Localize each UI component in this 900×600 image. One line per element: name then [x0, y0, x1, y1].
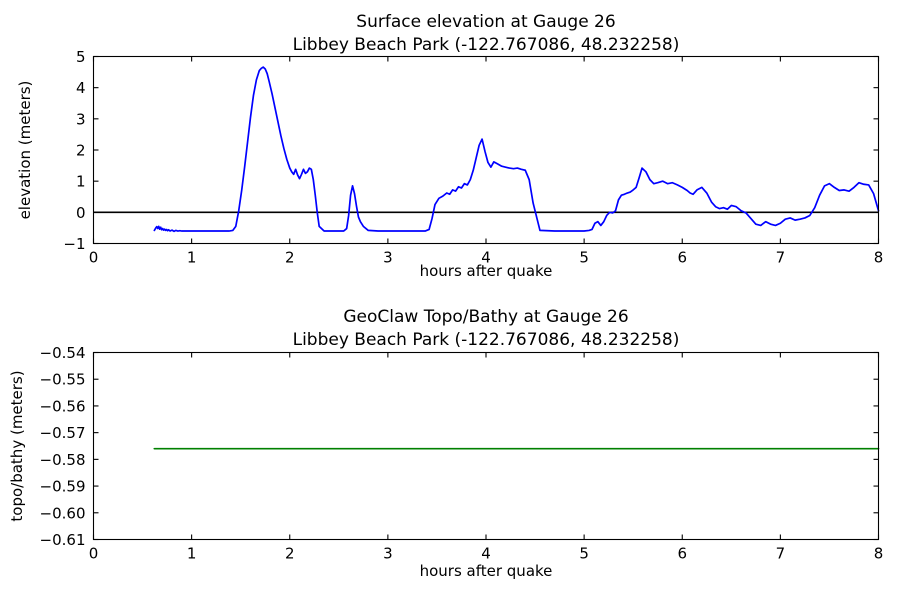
- y-tick-label: −0.60: [40, 504, 86, 522]
- x-tick-label: 6: [677, 545, 687, 563]
- bottom-y-tick-labels: −0.61 −0.60 −0.59 −0.58 −0.57 −0.56 −0.55 −0.54: [40, 344, 86, 549]
- bottom-tick-marks: [94, 353, 879, 540]
- top-tick-marks: [94, 57, 879, 244]
- x-tick-label: 3: [383, 249, 393, 267]
- top-y-axis-label: elevation (meters): [16, 81, 34, 220]
- bottom-x-tick-labels: 0 1 2 3 4 5 6 7 8: [89, 545, 884, 563]
- x-tick-label: 5: [579, 249, 589, 267]
- subplot-surface-elevation: Surface elevation at Gauge 26 Libbey Bea…: [16, 12, 883, 280]
- bottom-axes-frame: [94, 353, 879, 540]
- y-tick-label: −0.57: [40, 424, 86, 442]
- bottom-plot-subtitle: Libbey Beach Park (-122.767086, 48.23225…: [293, 330, 680, 350]
- top-axes-frame: [94, 57, 879, 244]
- top-y-tick-labels: −1 0 1 2 3 4 5: [63, 48, 85, 253]
- x-tick-label: 7: [776, 545, 786, 563]
- y-tick-label: −0.54: [40, 344, 86, 362]
- x-tick-label: 2: [285, 249, 295, 267]
- y-tick-label: −0.58: [40, 451, 86, 469]
- y-tick-label: 1: [76, 173, 86, 191]
- bottom-plot-title: GeoClaw Topo/Bathy at Gauge 26: [343, 307, 628, 327]
- y-tick-label: 4: [76, 79, 86, 97]
- surface-elevation-line: [154, 67, 878, 231]
- top-plot-title: Surface elevation at Gauge 26: [356, 12, 615, 32]
- top-plot-subtitle: Libbey Beach Park (-122.767086, 48.23225…: [293, 35, 680, 55]
- y-tick-label: −0.56: [40, 397, 86, 415]
- x-tick-label: 2: [285, 545, 295, 563]
- x-tick-label: 4: [481, 545, 491, 563]
- bottom-x-axis-label: hours after quake: [420, 562, 553, 580]
- x-tick-label: 3: [383, 545, 393, 563]
- x-tick-label: 0: [89, 545, 99, 563]
- y-tick-label: 0: [76, 204, 86, 222]
- subplot-topo-bathy: GeoClaw Topo/Bathy at Gauge 26 Libbey Be…: [8, 307, 883, 580]
- figure-canvas: Surface elevation at Gauge 26 Libbey Bea…: [0, 0, 900, 600]
- y-tick-label: −1: [63, 235, 85, 253]
- y-tick-label: −0.55: [40, 371, 86, 389]
- x-tick-label: 0: [89, 249, 99, 267]
- x-tick-label: 6: [677, 249, 687, 267]
- y-tick-label: 3: [76, 110, 86, 128]
- x-tick-label: 5: [579, 545, 589, 563]
- y-tick-label: 2: [76, 142, 86, 160]
- x-tick-label: 7: [776, 249, 786, 267]
- matplotlib-figure: Surface elevation at Gauge 26 Libbey Bea…: [0, 0, 900, 600]
- y-tick-label: −0.59: [40, 478, 86, 496]
- x-tick-label: 1: [187, 545, 197, 563]
- bottom-y-axis-label: topo/bathy (meters): [8, 370, 26, 521]
- y-tick-label: −0.61: [40, 531, 86, 549]
- x-tick-label: 8: [874, 249, 884, 267]
- x-tick-label: 1: [187, 249, 197, 267]
- top-x-axis-label: hours after quake: [420, 262, 553, 280]
- y-tick-label: 5: [76, 48, 86, 66]
- x-tick-label: 8: [874, 545, 884, 563]
